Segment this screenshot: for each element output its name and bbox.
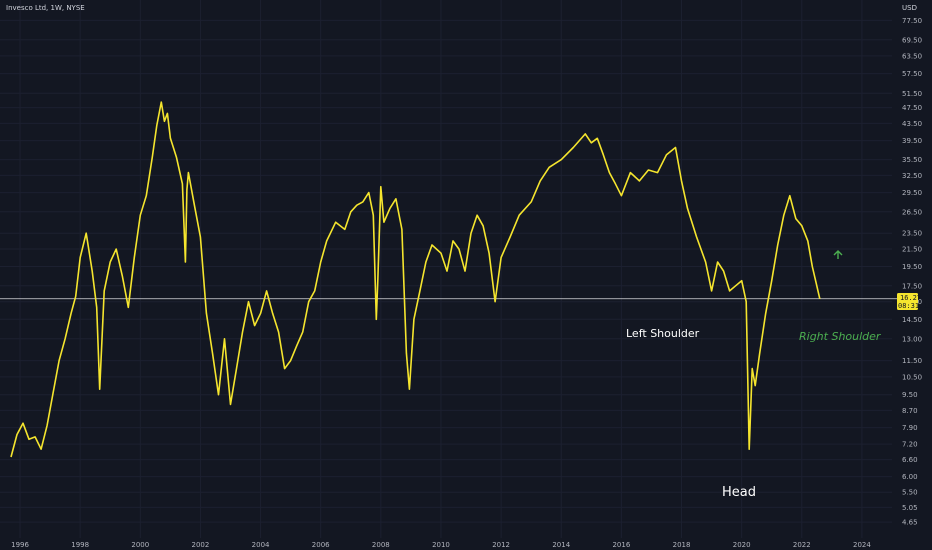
price-series-line xyxy=(10,101,821,458)
x-tick-label: 2014 xyxy=(552,541,570,549)
y-tick-label: 32.50 xyxy=(902,172,922,180)
y-tick-label: 4.65 xyxy=(902,519,918,527)
y-tick-label: 6.00 xyxy=(902,473,918,481)
x-tick-label: 2002 xyxy=(192,541,210,549)
x-tick-label: 2012 xyxy=(492,541,510,549)
y-tick-label: 5.50 xyxy=(902,489,918,497)
x-tick-label: 1996 xyxy=(11,541,29,549)
y-tick-label: 8.70 xyxy=(902,407,918,415)
y-tick-label: 17.50 xyxy=(902,282,922,290)
y-tick-label: 77.50 xyxy=(902,17,922,25)
y-tick-label: 9.50 xyxy=(902,391,918,399)
y-tick-label: 51.50 xyxy=(902,90,922,98)
price-badge-countdown: 08:31:15 xyxy=(898,302,932,310)
chart-title: Invesco Ltd, 1W, NYSE xyxy=(6,4,85,12)
x-tick-label: 2006 xyxy=(312,541,330,549)
x-tick-label: 2018 xyxy=(673,541,691,549)
x-axis: 1996 1998 2000 2002 2004 2006 2008 2010 2012 2014… xyxy=(11,541,871,549)
y-tick-label: 23.50 xyxy=(902,230,922,238)
y-tick-label: 57.50 xyxy=(902,70,922,78)
right-shoulder-label: Right Shoulder xyxy=(799,330,882,343)
y-tick-label: 19.50 xyxy=(902,263,922,271)
x-tick-label: 2004 xyxy=(252,541,270,549)
y-tick-label: 11.50 xyxy=(902,357,922,365)
up-arrow-icon xyxy=(833,250,843,259)
x-tick-label: 2022 xyxy=(793,541,811,549)
y-tick-label: 7.90 xyxy=(902,424,918,432)
x-tick-label: 2016 xyxy=(612,541,630,549)
x-tick-label: 2000 xyxy=(131,541,149,549)
y-tick-label: 6.60 xyxy=(902,456,918,464)
price-badge: 16.27 08:31:15 xyxy=(897,293,932,310)
head-label: Head xyxy=(722,485,756,500)
y-tick-label: 21.50 xyxy=(902,246,922,254)
x-tick-label: 2024 xyxy=(853,541,871,549)
x-tick-label: 2008 xyxy=(372,541,390,549)
x-tick-label: 1998 xyxy=(71,541,89,549)
y-tick-label: 13.00 xyxy=(902,335,922,343)
y-tick-label: 63.50 xyxy=(902,52,922,60)
price-badge-bg xyxy=(897,293,918,310)
y-tick-label: 47.50 xyxy=(902,104,922,112)
y-tick-label: 14.50 xyxy=(902,316,922,324)
left-shoulder-label: Left Shoulder xyxy=(626,327,700,340)
x-tick-label: 2020 xyxy=(733,541,751,549)
currency-label: USD xyxy=(902,4,917,12)
y-tick-label: 69.50 xyxy=(902,36,922,44)
y-tick-label: 35.50 xyxy=(902,156,922,164)
y-axis: 4.65 5.05 5.50 6.00 6.60 7.20 7.90 8.70 9.50 10.5… xyxy=(902,17,922,527)
y-tick-label: 5.05 xyxy=(902,504,918,512)
y-tick-label: 43.50 xyxy=(902,120,922,128)
y-tick-label: 10.50 xyxy=(902,373,922,381)
x-tick-label: 2010 xyxy=(432,541,450,549)
y-tick-label: 39.50 xyxy=(902,137,922,145)
y-tick-label: 29.50 xyxy=(902,189,922,197)
y-tick-label: 7.20 xyxy=(902,441,918,449)
grid xyxy=(0,0,892,538)
y-tick-label: 26.50 xyxy=(902,208,922,216)
price-badge-value: 16.27 xyxy=(900,294,921,302)
